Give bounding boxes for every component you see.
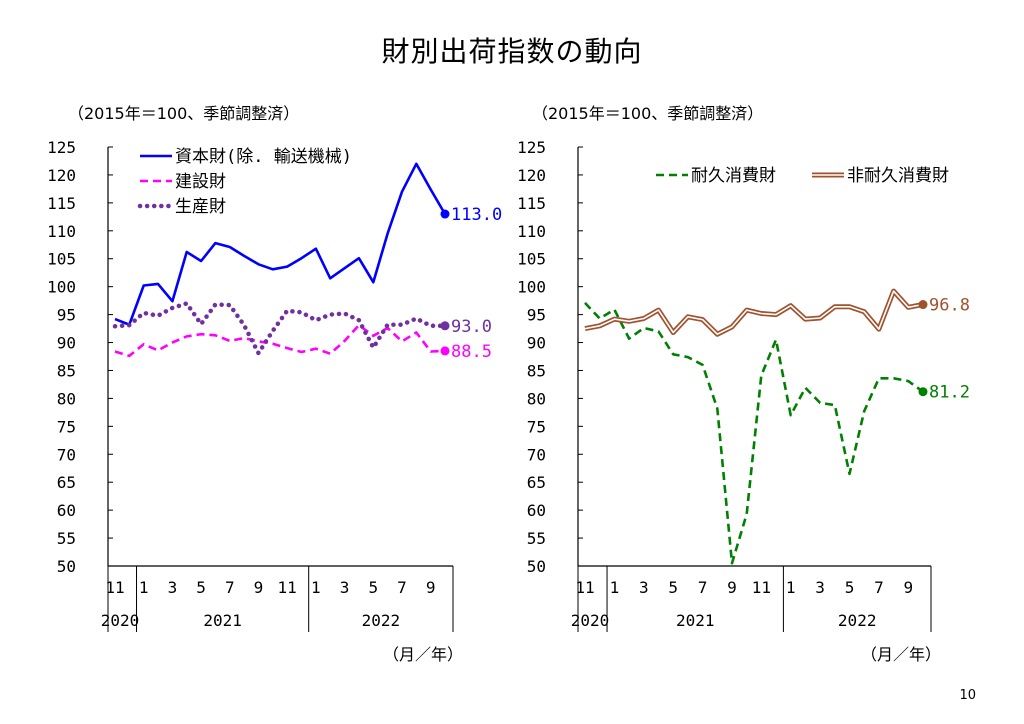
chart1-y-tick-label: 60 xyxy=(57,501,76,520)
chart1-year-label: 2021 xyxy=(203,611,242,630)
chart1-y-tick-label: 70 xyxy=(57,445,76,464)
chart2-y-tick-label: 80 xyxy=(527,389,546,408)
chart2-year-label: 2022 xyxy=(838,611,877,630)
chart2-legend-1-label: 耐久消費財 xyxy=(691,166,776,186)
chart1-y-tick-label: 85 xyxy=(57,361,76,380)
chart1-y-tick-label: 80 xyxy=(57,389,76,408)
chart2-y-tick-label: 95 xyxy=(527,306,546,325)
chart1-x-unit: （月／年） xyxy=(383,645,463,664)
chart2-month-label: 3 xyxy=(815,578,825,597)
chart1-month-label: 7 xyxy=(397,578,407,597)
chart2-y-tick-label: 90 xyxy=(527,334,546,353)
chart2-month-label: 9 xyxy=(903,578,913,597)
chart2-year-label: 2021 xyxy=(676,611,715,630)
chart2-month-label: 5 xyxy=(668,578,678,597)
chart1-month-label: 11 xyxy=(105,578,124,597)
chart1-month-label: 1 xyxy=(139,578,149,597)
chart2-y-tick-label: 105 xyxy=(517,250,546,269)
page-number: 10 xyxy=(959,688,976,703)
chart2-series-2-line xyxy=(584,288,924,337)
chart2-month-label: 11 xyxy=(575,578,594,597)
chart2-month-label: 7 xyxy=(698,578,708,597)
chart1-year-label: 2022 xyxy=(362,611,401,630)
chart2-series-1-end-marker xyxy=(918,387,928,397)
chart1-y-tick-label: 50 xyxy=(57,557,76,576)
chart1-legend-1-label: 資本財(除. 輸送機械) xyxy=(175,147,352,167)
chart1-y-tick-label: 120 xyxy=(47,166,76,185)
chart1-legend-3-label: 生産財 xyxy=(175,197,226,217)
chart1-series-1-line xyxy=(114,162,447,327)
chart2-legend-2-label: 非耐久消費財 xyxy=(847,166,949,186)
chart2-year-label: 2020 xyxy=(571,611,610,630)
chart2-series-1-line xyxy=(584,302,924,565)
chart1-month-label: 9 xyxy=(254,578,264,597)
chart2-y-tick-label: 60 xyxy=(527,501,546,520)
chart2-month-label: 5 xyxy=(845,578,855,597)
chart1-series-3-end-label: 93.0 xyxy=(451,317,492,337)
chart1-y-tick-label: 100 xyxy=(47,278,76,297)
chart1-month-label: 3 xyxy=(340,578,350,597)
chart2-y-tick-label: 70 xyxy=(527,445,546,464)
chart2-y-tick-label: 125 xyxy=(517,138,546,157)
chart1-month-label: 1 xyxy=(311,578,321,597)
chart1-month-label: 11 xyxy=(278,578,297,597)
chart1-series-2-end-marker xyxy=(440,346,450,356)
chart2-series-2-end-marker xyxy=(918,300,928,310)
chart1-month-label: 5 xyxy=(196,578,206,597)
right-unit-note: （2015年＝100、季節調整済） xyxy=(532,104,764,123)
chart1-series-3-end-marker xyxy=(440,321,450,331)
chart2-month-label: 7 xyxy=(874,578,884,597)
chart2-y-tick-label: 110 xyxy=(517,222,546,241)
chart1-y-tick-label: 90 xyxy=(57,334,76,353)
chart2-month-label: 3 xyxy=(639,578,649,597)
chart1-y-tick-label: 95 xyxy=(57,306,76,325)
chart1-y-tick-label: 75 xyxy=(57,417,76,436)
chart1-series-1-end-label: 113.0 xyxy=(451,205,502,225)
chart2-y-tick-label: 65 xyxy=(527,473,546,492)
chart1-y-tick-label: 105 xyxy=(47,250,76,269)
chart1-y-tick-label: 115 xyxy=(47,194,76,213)
chart1-month-label: 5 xyxy=(368,578,378,597)
chart2-x-unit: （月／年） xyxy=(861,645,941,664)
chart1-y-tick-label: 110 xyxy=(47,222,76,241)
chart1-month-label: 3 xyxy=(168,578,178,597)
chart1-series-2-end-label: 88.5 xyxy=(451,342,492,362)
chart1-y-tick-label: 65 xyxy=(57,473,76,492)
chart2-y-tick-label: 75 xyxy=(527,417,546,436)
chart1-month-label: 7 xyxy=(225,578,235,597)
chart2-y-tick-label: 115 xyxy=(517,194,546,213)
chart2-y-tick-label: 55 xyxy=(527,529,546,548)
chart1-y-tick-label: 125 xyxy=(47,138,76,157)
page-title: 財別出荷指数の動向 xyxy=(381,35,643,68)
chart1-legend-2-label: 建設財 xyxy=(175,172,226,192)
chart2-y-tick-label: 100 xyxy=(517,278,546,297)
chart2-series-2-end-label: 96.8 xyxy=(929,296,970,316)
chart1-month-label: 9 xyxy=(426,578,436,597)
chart2-y-tick-label: 120 xyxy=(517,166,546,185)
chart2-month-label: 1 xyxy=(610,578,620,597)
left-unit-note: （2015年＝100、季節調整済） xyxy=(68,104,300,123)
chart1-year-label: 2020 xyxy=(101,611,140,630)
chart1-y-tick-label: 55 xyxy=(57,529,76,548)
chart2-month-label: 9 xyxy=(727,578,737,597)
chart2-y-tick-label: 50 xyxy=(527,557,546,576)
chart2-series-2-line-inner xyxy=(584,290,924,336)
chart1-series-1-end-marker xyxy=(440,209,450,219)
chart1-series-2-line xyxy=(114,323,446,358)
chart2-month-label: 1 xyxy=(786,578,796,597)
chart2-y-tick-label: 85 xyxy=(527,361,546,380)
chart2-series-1-end-label: 81.2 xyxy=(929,383,970,403)
chart2-month-label: 11 xyxy=(752,578,771,597)
